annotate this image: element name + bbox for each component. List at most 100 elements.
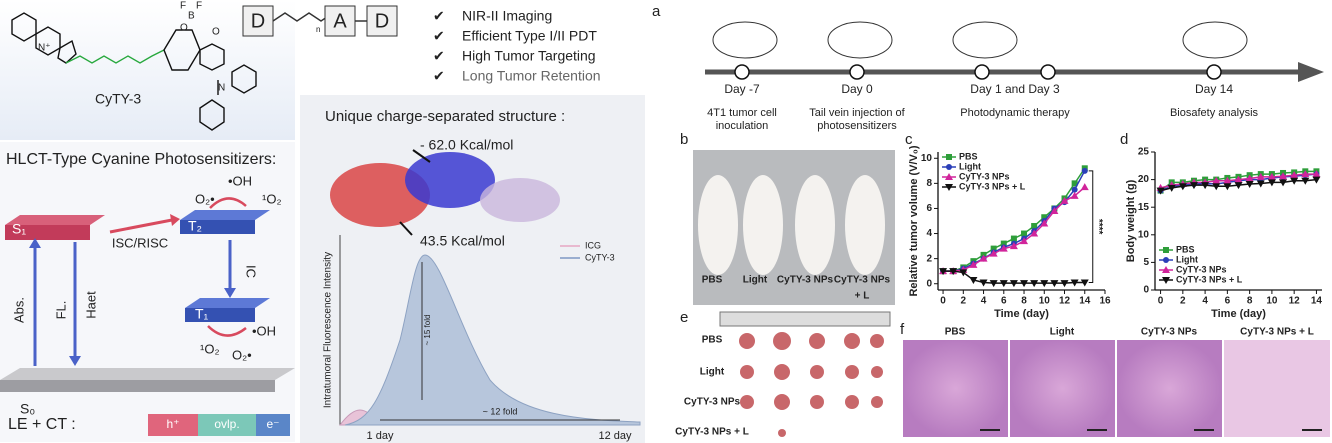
data-point (1031, 223, 1038, 230)
molecule-structure (11, 12, 257, 131)
pointer (412, 149, 431, 163)
check-mark: ✔ (433, 68, 445, 84)
atom-label: B (188, 11, 195, 22)
legend-marker (945, 173, 953, 180)
data-point (1201, 182, 1210, 190)
data-point (989, 280, 998, 288)
esp-map (405, 152, 495, 208)
legend-label: Light (959, 161, 981, 171)
species-label: ¹O₂ (262, 191, 282, 206)
legend-label: ICG (585, 240, 601, 250)
y-axis-label: Relative tumor volume (V/V₀) (908, 145, 920, 296)
atom-label: F (180, 1, 186, 12)
s1-level-front (5, 225, 90, 240)
x-tick-label: 14 (1079, 296, 1091, 307)
group-label: PBS (702, 275, 723, 286)
t1-level-front (185, 308, 255, 322)
x-tick-label: 12 (1289, 296, 1301, 307)
check-mark: ✔ (433, 28, 445, 44)
panel-letter: a (652, 3, 661, 20)
legend-marker (945, 184, 953, 191)
annotation: **** (1093, 219, 1104, 235)
data-point (979, 279, 988, 287)
data-point (1279, 179, 1288, 187)
s0-level-front (0, 380, 275, 392)
axis-label: Intratumoral Fluorescence Intensity (323, 252, 334, 408)
t2-level (180, 210, 270, 220)
data-point (1212, 183, 1221, 191)
feature: High Tumor Targeting (462, 48, 596, 64)
x-tick-label: 10 (1266, 296, 1278, 307)
x-tick-label: 10 (1039, 296, 1051, 307)
y-tick-label: 10 (1138, 229, 1150, 240)
data-point (1167, 184, 1176, 192)
data-point (1021, 230, 1028, 237)
legend-marker (946, 164, 952, 170)
data-point (1189, 182, 1198, 190)
y-tick-label: 0 (926, 278, 932, 289)
y-tick-label: 10 (921, 153, 933, 164)
data-point (1010, 235, 1017, 242)
data-point (1060, 196, 1069, 204)
data-point (989, 249, 998, 257)
annotation: ~ 12 fold (483, 406, 518, 416)
data-point (1156, 187, 1165, 195)
data-point (1223, 183, 1232, 191)
transition-label: Haet (83, 291, 98, 319)
legend-label: CyTY-3 NPs (959, 171, 1010, 181)
potential-label: - 62.0 Kcal/mol (420, 137, 513, 153)
motif-label: A (333, 10, 347, 32)
panel-letter: b (680, 131, 688, 148)
x-tick-label: 4 (1202, 296, 1208, 307)
atom-label: O (180, 23, 188, 34)
data-point (1020, 237, 1029, 245)
histology-image (1224, 340, 1330, 437)
data-point (1301, 177, 1310, 185)
t1-level (185, 298, 270, 308)
x-tick-label: 6 (1001, 296, 1007, 307)
y-tick-label: 15 (1138, 202, 1150, 213)
y-axis-label: Body weight (g) (1125, 179, 1137, 262)
data-point (1080, 183, 1089, 191)
esp-map (480, 178, 560, 222)
atom-label: N⁺ (38, 43, 51, 54)
group-label: Light (700, 367, 725, 378)
histology-image (1010, 340, 1115, 437)
legend-marker (1163, 247, 1169, 253)
transition-label: FL. (53, 301, 68, 320)
pointer (399, 221, 413, 236)
timeline-head (1298, 62, 1324, 82)
data-point (1234, 175, 1243, 183)
y-tick-label: 0 (1143, 285, 1149, 296)
x-tick-label: 14 (1311, 296, 1323, 307)
group-label: Light (743, 275, 768, 286)
significance-bracket (1088, 170, 1094, 283)
section-title: HLCT-Type Cyanine Photosensitizers: (6, 151, 276, 168)
data-point (1020, 280, 1029, 288)
histology-image (1117, 340, 1222, 437)
esp-map (330, 163, 430, 227)
panel-letter: e (680, 309, 688, 326)
composition-label: LE + CT : (8, 416, 76, 433)
group-label: CyTY-3 NPs (1141, 327, 1198, 338)
check-mark: ✔ (433, 8, 445, 24)
motif-bridge (272, 12, 334, 22)
transition-label: IC (244, 265, 259, 278)
data-point (1070, 191, 1079, 199)
group-label: + L (855, 291, 870, 302)
data-point (1070, 279, 1079, 287)
data-point (1009, 242, 1018, 250)
data-point (1081, 167, 1088, 174)
panel-letter: c (905, 131, 913, 148)
data-point (1030, 280, 1039, 288)
data-point (1256, 180, 1265, 188)
x-label: 1 day (367, 430, 394, 442)
data-point (1212, 176, 1221, 184)
data-point (1009, 280, 1018, 288)
data-point (1060, 280, 1069, 288)
legend-marker (1163, 257, 1169, 263)
panel-letter: f (900, 321, 905, 338)
data-point (1267, 179, 1276, 187)
event-label: Photodynamic therapy (960, 107, 1070, 119)
